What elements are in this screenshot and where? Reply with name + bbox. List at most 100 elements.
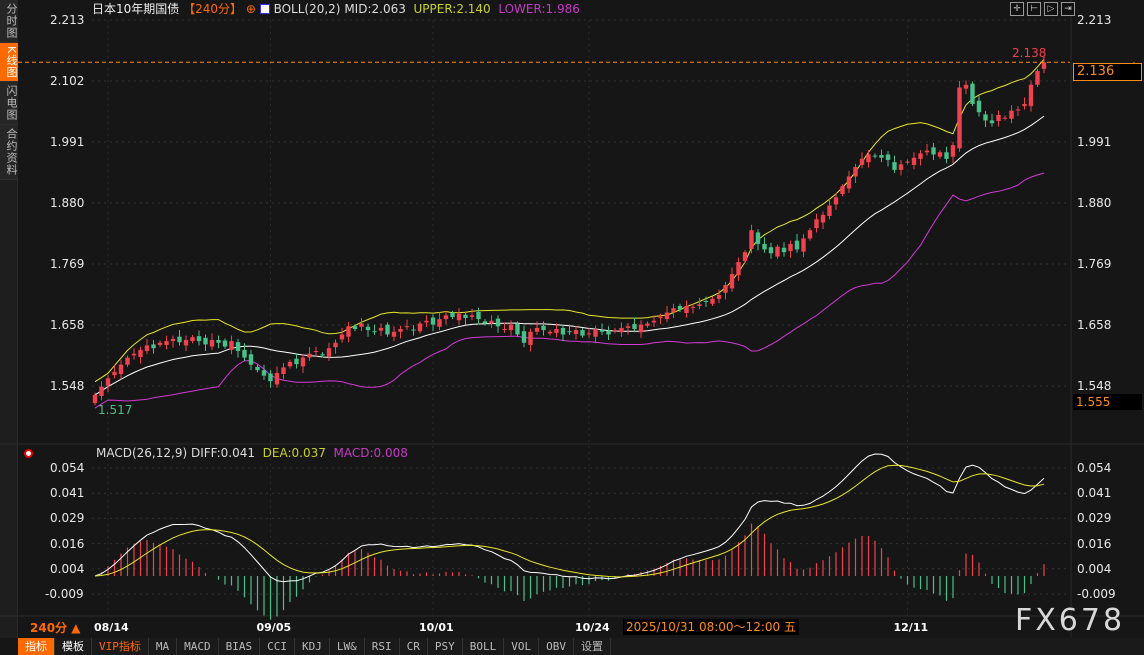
bottom-bar-item[interactable]: 设置 [574, 638, 611, 655]
sidebar-item-flash[interactable]: 闪电图 [0, 82, 18, 126]
move-right-icon[interactable]: ⇥ [1061, 2, 1075, 16]
bottom-bar-item[interactable]: OBV [539, 638, 574, 655]
bottom-bar-item[interactable]: VIP指标 [92, 638, 149, 655]
macd-axis-tick: 0.041 [50, 486, 85, 501]
candle-body [125, 357, 130, 365]
candle-body [177, 336, 182, 343]
candle-body [859, 158, 865, 165]
indicator-icon[interactable] [259, 4, 270, 14]
bottom-bar-item[interactable]: CR [400, 638, 428, 655]
candle-body [216, 339, 221, 343]
price-axis-tick: 1.991 [50, 135, 85, 149]
candle-body [560, 327, 566, 335]
candle-body [1028, 84, 1034, 107]
candle-body [424, 320, 429, 323]
candle-body [151, 344, 156, 349]
macd-diff-line [94, 453, 1045, 583]
period-selector[interactable]: 240分 ▲ [30, 621, 81, 635]
candle-body [580, 330, 585, 336]
bottom-bar-item[interactable]: 指标 [18, 638, 55, 655]
candle-body [235, 342, 241, 351]
candle-body [931, 147, 936, 155]
candle-body [970, 83, 975, 104]
bottom-bar-item[interactable]: VOL [504, 638, 540, 655]
sidebar-item-kline[interactable]: K线图 [0, 43, 18, 83]
candle-body [313, 350, 319, 352]
candle-body [456, 313, 462, 321]
bottom-bar-item[interactable]: LW& [330, 638, 365, 655]
candle-body [840, 186, 845, 194]
bottom-bar-item[interactable]: PSY [428, 638, 463, 655]
candle-body [989, 120, 995, 124]
indicator-settings-icon[interactable] [24, 449, 33, 458]
crosshair-icon[interactable]: ✛ [1010, 2, 1024, 16]
candle-body [690, 307, 696, 309]
bottom-bar-item[interactable]: BOLL [463, 638, 505, 655]
price-axis-tick: 1.548 [50, 379, 85, 393]
candle-body [1015, 109, 1021, 111]
candle-body [820, 214, 826, 223]
zoom-out-icon[interactable]: ▷ [1044, 2, 1058, 16]
candle-body [359, 323, 364, 327]
candle-body [268, 373, 273, 382]
candle-body [411, 329, 416, 331]
boll-label: BOLL(20,2) [273, 2, 341, 16]
bottom-bar-item[interactable]: MACD [177, 638, 219, 655]
candle-body [430, 317, 436, 325]
period-label[interactable]: 【240分】 [183, 2, 243, 16]
candle-body [281, 367, 286, 375]
bottom-bar-item[interactable]: RSI [365, 638, 400, 655]
candle-body [320, 354, 325, 356]
candle-body [229, 341, 234, 350]
bottom-bar-item[interactable]: MA [149, 638, 178, 655]
candle-body [567, 331, 572, 333]
candle-body [872, 155, 878, 157]
macd-header: MACD(26,12,9) DIFF:0.041 DEA:0.037 MACD:… [96, 446, 408, 460]
candle-body [508, 324, 514, 331]
sidebar-item-timeshare[interactable]: 分时图 [0, 0, 18, 43]
watermark-logo: FX678 [1015, 603, 1126, 638]
candle-body [1009, 110, 1014, 119]
macd-diff: DIFF:0.041 [190, 446, 256, 460]
boll-mid-line [94, 115, 1045, 396]
candle-body [697, 304, 702, 306]
candle-body [391, 331, 397, 337]
candle-body [833, 197, 839, 205]
candle-body [664, 312, 670, 320]
candle-body [749, 230, 754, 249]
macd-dea-line [94, 464, 1045, 578]
add-icon[interactable]: ⊕ [245, 2, 256, 16]
bottom-bar-item[interactable]: BIAS [219, 638, 261, 655]
candle-body [385, 324, 390, 335]
macd-axis-tick: -0.009 [45, 587, 84, 601]
price-axis-tick: 1.769 [50, 257, 85, 271]
candle-body [632, 324, 637, 330]
price-axis-tick: 2.102 [50, 74, 85, 88]
candle-body [879, 155, 884, 158]
candle-body [937, 152, 943, 157]
bottom-bar-item[interactable]: KDJ [295, 638, 330, 655]
candle-body [957, 87, 962, 149]
candle-body [944, 152, 949, 159]
candle-body [164, 341, 169, 345]
bottom-bar-item[interactable]: 模板 [55, 638, 92, 655]
sidebar-item-contract-info[interactable]: 合约资料 [0, 125, 18, 181]
candle-body [755, 232, 761, 244]
instrument-title: 日本10年期国债 [92, 2, 180, 16]
candle-body [196, 336, 202, 342]
candle-body [651, 320, 657, 323]
zoom-in-icon[interactable]: ⊢ [1027, 2, 1041, 16]
candle-body [118, 364, 124, 375]
candle-body [469, 315, 475, 317]
candle-body [671, 308, 676, 313]
macd-axis-tick: 0.004 [1077, 561, 1112, 576]
macd-axis-tick: 0.016 [50, 536, 85, 551]
candle-body [450, 313, 455, 317]
candle-body [612, 330, 618, 332]
header: 日本10年期国债 【240分】 ⊕ BOLL(20,2) MID:2.063 U… [92, 2, 580, 16]
candle-body [372, 331, 377, 333]
bottom-bar-item[interactable]: CCI [260, 638, 295, 655]
candle-body [892, 162, 897, 170]
candle-body [586, 333, 592, 335]
